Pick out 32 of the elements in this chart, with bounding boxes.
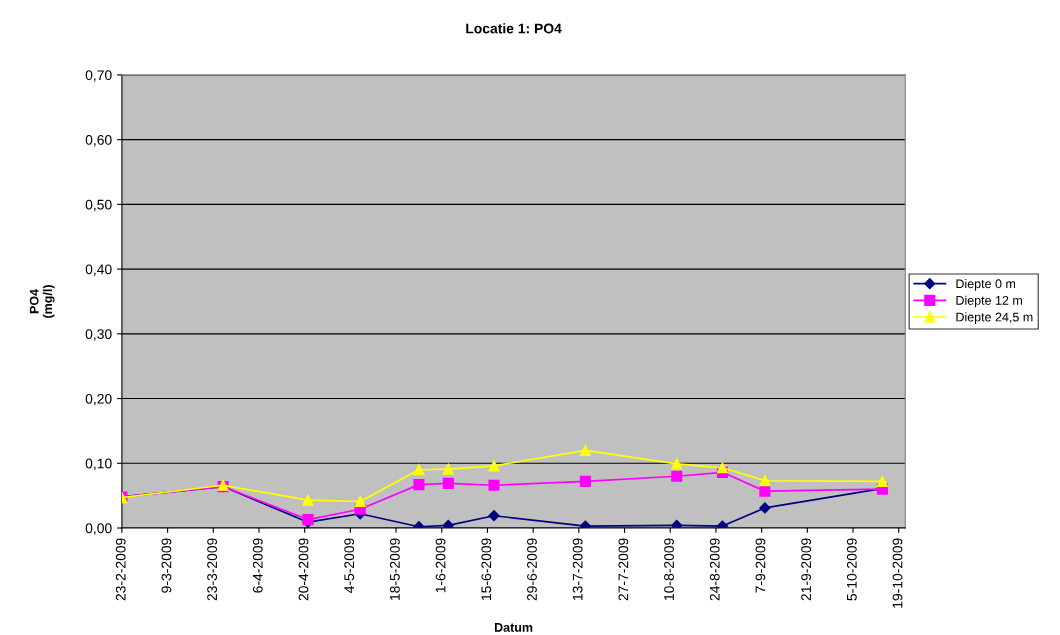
x-tick-label: 4-5-2009 [344,538,355,593]
y-tick-label: 0,60 [85,134,112,147]
x-tick-label: 5-10-2009 [846,538,857,601]
x-tick-label: 19-10-2009 [892,538,903,608]
x-tick-label: 10-8-2009 [664,538,674,600]
y-tick-label: 0,40 [85,264,112,276]
x-tick-label: 27-7-2009 [618,538,629,601]
x-tick-label: 23-3-2009 [207,538,218,601]
x-tick-label: 29-6-2009 [527,538,537,601]
y-axis-title: PO4 (mg/l) [29,285,55,318]
x-tick-label: 7-9-2009 [755,538,766,593]
y-tick-label: 0,50 [85,199,112,212]
x-tick-label: 18-5-2009 [389,538,400,600]
chart-title: Locatie 1: PO4 [466,23,562,34]
x-tick-label: 20-4-2009 [298,538,309,601]
x-tick-label: 15-6-2009 [481,538,492,600]
y-tick-label: 0,10 [85,458,112,471]
legend-label: Diepte 12 m [956,295,1022,308]
legend-label: Diepte 24,5 m [956,312,1033,324]
y-tick-label: 0,00 [85,523,112,535]
y-tick-label: 0,70 [85,70,112,82]
x-tick-label: 24-8-2009 [709,538,720,601]
x-tick-label: 21-9-2009 [801,538,812,601]
x-tick-label: 1-6-2009 [435,538,446,593]
legend-label: Diepte 0 m [956,278,1016,291]
x-axis-title: Datum [494,623,533,632]
x-tick-label: 9-3-2009 [161,538,172,593]
x-tick-label: 23-2-2009 [115,538,126,601]
y-tick-label: 0,20 [85,393,112,406]
y-tick-label: 0,30 [85,329,112,341]
x-tick-label: 13-7-2009 [572,538,583,600]
x-tick-label: 6-4-2009 [252,538,263,593]
